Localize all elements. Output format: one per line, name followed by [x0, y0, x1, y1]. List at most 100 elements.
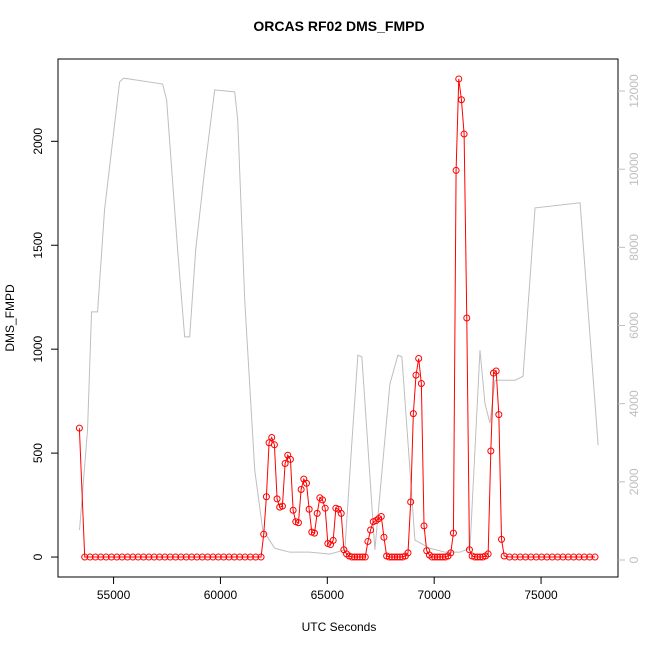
data-point	[139, 553, 147, 561]
data-point	[538, 553, 546, 561]
data-point	[313, 509, 321, 517]
data-point	[353, 553, 361, 561]
data-point	[86, 553, 94, 561]
data-point	[367, 526, 375, 534]
data-point	[436, 553, 444, 561]
data-point	[257, 553, 265, 561]
data-point	[188, 553, 196, 561]
data-point	[433, 553, 441, 561]
data-point	[522, 553, 530, 561]
data-point	[409, 410, 417, 418]
data-point	[471, 553, 479, 561]
data-point	[182, 553, 190, 561]
data-point	[214, 553, 222, 561]
data-point	[270, 441, 278, 449]
data-point	[145, 553, 153, 561]
data-point	[492, 367, 500, 375]
y-axis-title: DMS_FMPD	[3, 284, 17, 352]
data-point	[107, 553, 115, 561]
data-point	[268, 434, 276, 442]
data-point	[575, 553, 583, 561]
y2-tick-label: 12000	[627, 74, 641, 108]
data-point	[319, 496, 327, 504]
plot-box	[57, 58, 619, 578]
data-point	[415, 355, 423, 363]
data-point	[337, 509, 345, 517]
data-point	[570, 553, 578, 561]
data-point	[457, 96, 465, 104]
x-tick-label: 75000	[524, 588, 558, 602]
x-tick-label: 65000	[311, 588, 345, 602]
data-point	[230, 553, 238, 561]
data-point	[134, 553, 142, 561]
data-point	[380, 533, 388, 541]
data-point	[487, 447, 495, 455]
data-point	[527, 553, 535, 561]
data-point	[476, 553, 484, 561]
data-point	[209, 553, 217, 561]
y2-tick-label: 4000	[627, 390, 641, 417]
data-point	[204, 553, 212, 561]
data-point	[412, 371, 420, 379]
y-tick-label: 2000	[31, 128, 45, 155]
data-point	[447, 549, 455, 557]
y2-tick-label: 10000	[627, 152, 641, 186]
data-point	[302, 479, 310, 487]
data-point	[543, 553, 551, 561]
data-point	[246, 553, 254, 561]
data-point	[297, 485, 305, 493]
data-point	[75, 424, 83, 432]
data-point	[511, 553, 519, 561]
data-point	[123, 553, 131, 561]
y2-tick-label: 2000	[627, 468, 641, 495]
x-tick-label: 55000	[97, 588, 131, 602]
data-point	[498, 535, 506, 543]
y-tick-label: 500	[31, 443, 45, 463]
data-point	[351, 553, 359, 561]
data-point	[289, 506, 297, 514]
data-point	[580, 553, 588, 561]
y2-tick-label: 8000	[627, 234, 641, 261]
data-point	[377, 513, 385, 521]
data-point	[417, 379, 425, 387]
data-point	[281, 460, 289, 468]
data-point	[81, 553, 89, 561]
y-tick-label: 0	[31, 553, 45, 560]
data-point	[193, 553, 201, 561]
data-point	[506, 553, 514, 561]
data-point	[262, 493, 270, 501]
data-point	[161, 553, 169, 561]
data-point	[463, 314, 471, 322]
data-point	[559, 553, 567, 561]
y-tick-label: 1000	[31, 336, 45, 363]
data-point	[278, 502, 286, 510]
data-point	[198, 553, 206, 561]
data-point	[348, 553, 356, 561]
y-tick-label: 1500	[31, 232, 45, 259]
data-point	[564, 553, 572, 561]
chart-title: ORCAS RF02 DMS_FMPD	[253, 18, 424, 34]
data-point	[586, 553, 594, 561]
data-point	[473, 553, 481, 561]
data-point	[225, 553, 233, 561]
y2-tick-label: 6000	[627, 312, 641, 339]
data-point	[305, 505, 313, 513]
data-point	[364, 537, 372, 545]
data-point	[591, 553, 599, 561]
data-point	[129, 553, 137, 561]
data-point	[554, 553, 562, 561]
data-point	[548, 553, 556, 561]
data-point	[455, 75, 463, 83]
data-point	[452, 166, 460, 174]
data-point	[388, 553, 396, 561]
data-point	[516, 553, 524, 561]
data-point	[241, 553, 249, 561]
data-point	[172, 553, 180, 561]
data-point	[156, 553, 164, 561]
data-point	[359, 553, 367, 561]
data-line	[79, 77, 599, 555]
data-point	[118, 553, 126, 561]
data-point	[102, 553, 110, 561]
data-point	[273, 495, 281, 503]
